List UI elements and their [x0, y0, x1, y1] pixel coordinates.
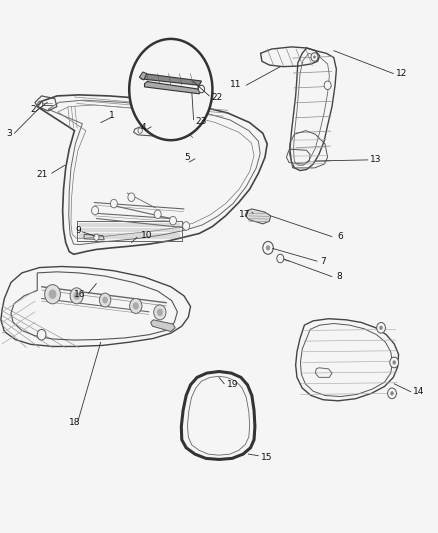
Circle shape — [170, 216, 177, 225]
Circle shape — [154, 305, 166, 320]
Circle shape — [94, 234, 99, 240]
Circle shape — [130, 298, 142, 313]
Circle shape — [154, 210, 161, 219]
Text: 21: 21 — [36, 171, 47, 179]
Polygon shape — [198, 85, 204, 92]
Circle shape — [99, 293, 111, 307]
Circle shape — [263, 241, 273, 254]
Polygon shape — [139, 72, 147, 80]
Circle shape — [390, 357, 399, 368]
Circle shape — [102, 296, 108, 304]
Polygon shape — [245, 209, 271, 224]
Circle shape — [73, 292, 80, 300]
Text: 4: 4 — [141, 124, 146, 132]
Circle shape — [377, 322, 385, 333]
Text: 12: 12 — [396, 69, 407, 78]
Text: 14: 14 — [413, 387, 424, 396]
Circle shape — [49, 289, 57, 299]
Text: 7: 7 — [320, 257, 325, 265]
Circle shape — [198, 85, 205, 93]
Text: 22: 22 — [211, 93, 223, 101]
Polygon shape — [145, 82, 201, 94]
Text: 17: 17 — [239, 211, 251, 219]
Text: 23: 23 — [195, 117, 207, 126]
Text: 9: 9 — [75, 226, 81, 235]
Circle shape — [324, 81, 331, 90]
Circle shape — [313, 55, 316, 59]
Polygon shape — [141, 74, 201, 85]
Text: 19: 19 — [227, 381, 238, 389]
Text: 16: 16 — [74, 290, 86, 299]
Text: 1: 1 — [109, 111, 115, 120]
Circle shape — [379, 326, 383, 330]
Circle shape — [277, 254, 284, 263]
Text: 2: 2 — [30, 105, 35, 114]
Text: 8: 8 — [336, 272, 342, 281]
Text: 15: 15 — [261, 453, 272, 462]
Circle shape — [157, 309, 163, 316]
Circle shape — [266, 245, 270, 251]
Circle shape — [128, 193, 135, 201]
Circle shape — [311, 53, 318, 61]
Text: 11: 11 — [230, 80, 242, 88]
Circle shape — [388, 388, 396, 399]
Text: 3: 3 — [7, 129, 13, 138]
Text: 13: 13 — [370, 156, 381, 164]
Circle shape — [392, 360, 396, 365]
Circle shape — [37, 329, 46, 340]
Circle shape — [183, 222, 190, 230]
Circle shape — [110, 199, 117, 208]
Circle shape — [133, 302, 139, 310]
Circle shape — [45, 285, 60, 304]
Polygon shape — [151, 320, 175, 332]
Text: 6: 6 — [337, 232, 343, 241]
Circle shape — [70, 288, 83, 304]
Circle shape — [390, 391, 394, 395]
Text: 10: 10 — [141, 231, 152, 240]
Circle shape — [92, 206, 99, 215]
Text: 18: 18 — [69, 418, 80, 427]
Circle shape — [129, 39, 212, 140]
Text: 5: 5 — [184, 153, 191, 161]
